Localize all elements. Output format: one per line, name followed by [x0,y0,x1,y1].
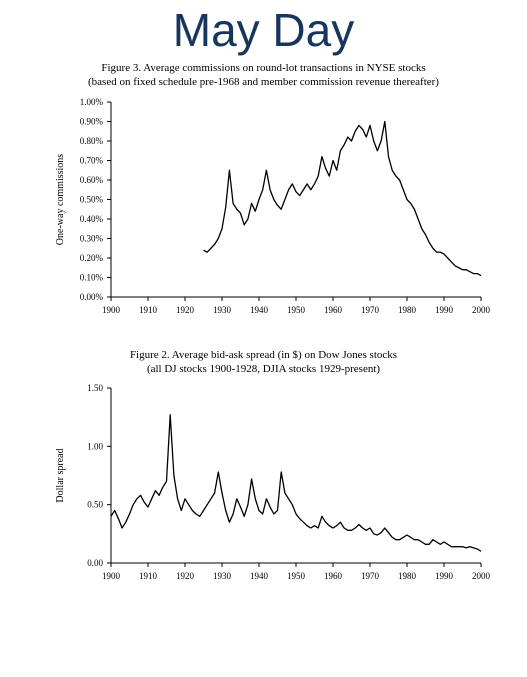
svg-text:1970: 1970 [361,305,380,315]
svg-text:1930: 1930 [213,571,232,581]
svg-text:1940: 1940 [250,571,269,581]
svg-text:1920: 1920 [176,571,195,581]
svg-text:1920: 1920 [176,305,195,315]
svg-text:1930: 1930 [213,305,232,315]
svg-text:1950: 1950 [287,571,306,581]
figure2-svg: 0.00 0.50 1.00 1.50 1900 1910 1920 1930 1940 1950… [26,376,501,593]
figure3-caption-line2: (based on fixed schedule pre-1968 and me… [0,76,527,90]
svg-text:1.50: 1.50 [87,383,103,393]
svg-text:0.60%: 0.60% [80,175,104,185]
svg-text:0.20%: 0.20% [80,253,104,263]
svg-text:1.00: 1.00 [87,442,103,452]
svg-text:0.80%: 0.80% [80,136,104,146]
svg-text:1940: 1940 [250,305,269,315]
svg-text:Dollar spread: Dollar spread [55,449,66,503]
svg-text:1980: 1980 [398,571,417,581]
svg-text:0.90%: 0.90% [80,116,104,126]
svg-text:1950: 1950 [287,305,306,315]
figure3-svg: 0.00% 0.10% 0.20% 0.30% 0.40% 0.50% 0.60% 0.70%… [26,90,501,327]
svg-text:1990: 1990 [435,571,454,581]
svg-text:0.50: 0.50 [87,500,103,510]
svg-text:1980: 1980 [398,305,417,315]
figure2-caption-line1: Figure 2. Average bid-ask spread (in $) … [130,349,397,361]
svg-text:One-way commissions: One-way commissions [55,154,66,245]
svg-text:0.00%: 0.00% [80,292,104,302]
svg-text:2000: 2000 [472,305,491,315]
svg-text:1970: 1970 [361,571,380,581]
figure3-caption-line1: Figure 3. Average commissions on round-l… [101,62,425,74]
svg-text:1960: 1960 [324,305,343,315]
svg-text:1910: 1910 [139,571,158,581]
svg-text:1910: 1910 [139,305,158,315]
figure3-chart: 0.00% 0.10% 0.20% 0.30% 0.40% 0.50% 0.60% 0.70%… [26,90,501,327]
figure2-caption: Figure 2. Average bid-ask spread (in $) … [0,349,527,377]
svg-text:0.10%: 0.10% [80,272,104,282]
figure3-caption: Figure 3. Average commissions on round-l… [0,62,527,90]
svg-text:2000: 2000 [472,571,491,581]
svg-text:1960: 1960 [324,571,343,581]
svg-text:0.70%: 0.70% [80,155,104,165]
svg-text:0.50%: 0.50% [80,194,104,204]
figure2-caption-line2: (all DJ stocks 1900-1928, DJIA stocks 19… [0,363,527,377]
svg-text:1900: 1900 [102,305,121,315]
svg-text:0.40%: 0.40% [80,214,104,224]
figure2-chart: 0.00 0.50 1.00 1.50 1900 1910 1920 1930 1940 1950… [26,376,501,593]
svg-text:0.00: 0.00 [87,558,103,568]
svg-text:1.00%: 1.00% [80,97,104,107]
svg-text:0.30%: 0.30% [80,233,104,243]
svg-text:1990: 1990 [435,305,454,315]
page-title: May Day [0,6,527,54]
svg-text:1900: 1900 [102,571,121,581]
